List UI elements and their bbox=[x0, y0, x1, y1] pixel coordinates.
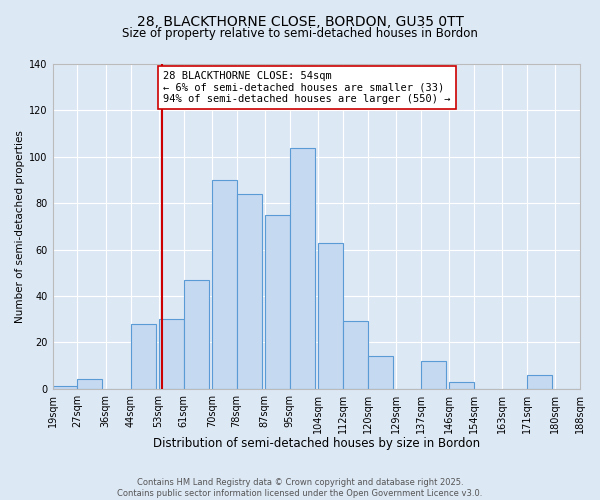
Bar bbox=[131, 324, 155, 388]
Text: Size of property relative to semi-detached houses in Bordon: Size of property relative to semi-detach… bbox=[122, 28, 478, 40]
Bar bbox=[318, 242, 343, 388]
Bar bbox=[77, 380, 103, 388]
Bar bbox=[53, 386, 77, 388]
Bar bbox=[265, 215, 290, 388]
Bar bbox=[212, 180, 236, 388]
Bar bbox=[368, 356, 393, 388]
Y-axis label: Number of semi-detached properties: Number of semi-detached properties bbox=[15, 130, 25, 323]
Bar bbox=[184, 280, 209, 388]
Text: 28 BLACKTHORNE CLOSE: 54sqm
← 6% of semi-detached houses are smaller (33)
94% of: 28 BLACKTHORNE CLOSE: 54sqm ← 6% of semi… bbox=[163, 71, 451, 104]
Bar bbox=[449, 382, 474, 388]
Text: Contains HM Land Registry data © Crown copyright and database right 2025.
Contai: Contains HM Land Registry data © Crown c… bbox=[118, 478, 482, 498]
Bar bbox=[290, 148, 315, 388]
Bar bbox=[421, 361, 446, 388]
Bar bbox=[343, 322, 368, 388]
X-axis label: Distribution of semi-detached houses by size in Bordon: Distribution of semi-detached houses by … bbox=[153, 437, 480, 450]
Text: 28, BLACKTHORNE CLOSE, BORDON, GU35 0TT: 28, BLACKTHORNE CLOSE, BORDON, GU35 0TT bbox=[137, 15, 463, 29]
Bar bbox=[527, 375, 552, 388]
Bar bbox=[158, 319, 184, 388]
Bar bbox=[236, 194, 262, 388]
